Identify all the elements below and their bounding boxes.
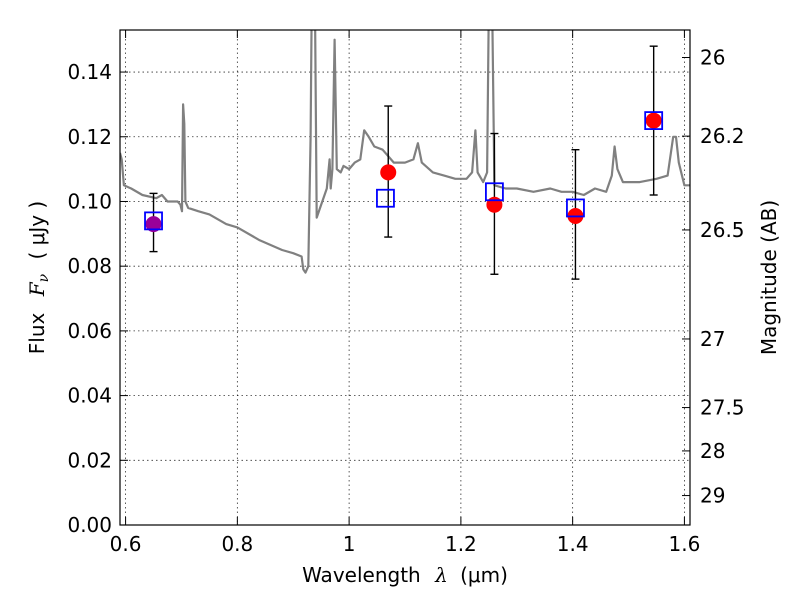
y-tick-label: 0.06 [67,319,112,343]
y-tick-label: 0.10 [67,189,112,213]
observed-point [486,196,503,213]
x-tick-label: 0.8 [221,532,253,556]
axis-ticks: 0.6 0.8 1 1.2 1.4 1.6 0.00 0.02 0.04 0.06 0.08 0.10… [67,30,745,556]
y-tick-label: 0.12 [67,125,112,149]
grid-lines [120,30,690,526]
x-axis-label-unit: (μm) [460,563,508,587]
data-markers [144,111,664,233]
model-point [644,111,664,130]
y-axis-label-symbol: F [25,281,49,297]
y-tick-label: 0.04 [67,384,112,408]
y-tick-label: 0.00 [67,513,112,537]
template-spectrum [120,30,690,274]
y-tick-label: 0.08 [67,254,112,278]
model-point [485,182,504,202]
magnitude-tick-label: 26 [700,46,725,70]
observed-point [380,164,397,181]
magnitude-tick-label: 28 [700,439,725,463]
magnitude-tick-label: 27.5 [700,396,745,420]
magnitude-tick-label: 29 [700,484,725,508]
x-tick-label: 1.6 [669,532,701,556]
model-point [566,198,585,218]
magnitude-tick-label: 26.5 [700,218,745,242]
magnitude-axis-label: Magnitude (AB) [757,200,781,355]
y-axis-label-subscript: ν [36,273,52,282]
x-tick-label: 1.2 [445,532,477,556]
model-point [376,188,395,208]
y-tick-label: 0.14 [67,60,112,84]
magnitude-tick-label: 26.2 [700,124,745,148]
template-spectrum-line [120,30,690,274]
plot-frame [119,29,691,526]
y-axis-label-text: Flux [25,313,49,355]
y-axis-label-unit: ( μJy ) [25,201,49,260]
x-tick-label: 1 [343,532,356,556]
x-axis-label-symbol: λ [434,563,448,587]
x-axis-label: Wavelength λ (μm) [302,563,508,587]
x-axis-label-text: Wavelength [302,563,421,587]
x-tick-label: 1.4 [557,532,589,556]
y-tick-label: 0.02 [67,448,112,472]
y-axis-label: Flux Fν ( μJy ) [25,201,53,354]
observed-point [645,112,662,129]
observed-point [145,216,162,233]
magnitude-tick-label: 27 [700,327,725,351]
x-tick-label: 0.6 [110,532,142,556]
model-point [144,211,163,231]
